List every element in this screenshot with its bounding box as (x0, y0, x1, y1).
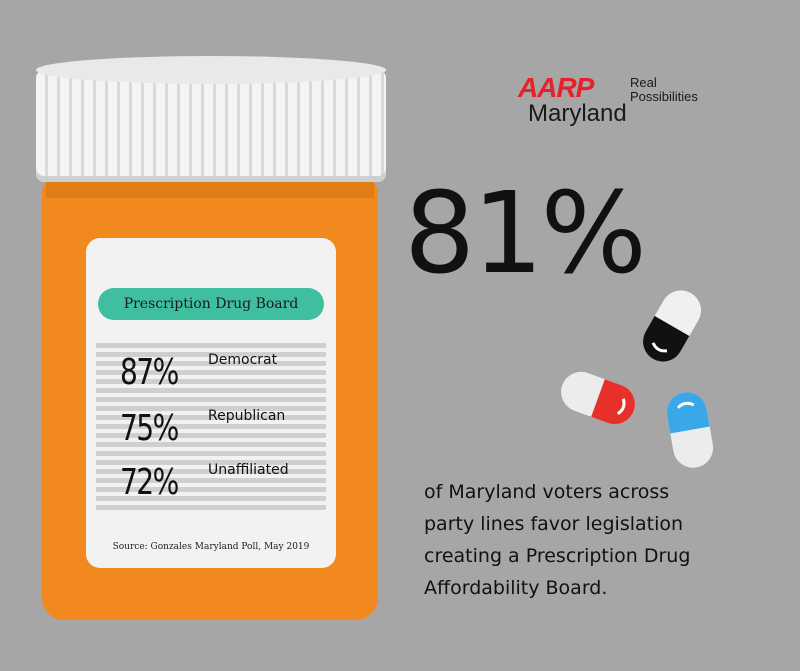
bottle-label: Prescription Drug Board 87% Democrat 75%… (86, 238, 336, 568)
logo-tagline-line2: Possibilities (630, 89, 698, 104)
label-lines (96, 343, 326, 513)
stat-party: Democrat (208, 352, 278, 368)
label-title: Prescription Drug Board (98, 288, 324, 320)
stat-percent: 87% (120, 352, 179, 393)
stat-row-democrat: 87% Democrat (120, 350, 330, 396)
stat-percent: 72% (120, 462, 179, 503)
capsule-red-icon (561, 371, 635, 425)
logo-tagline: Real Possibilities (630, 76, 750, 104)
logo-tagline-line1: Real (630, 75, 657, 90)
capsule-blue-icon (666, 392, 714, 468)
stat-percent: 75% (120, 408, 179, 449)
stat-row-unaffiliated: 72% Unaffiliated (120, 460, 330, 506)
headline-percent: 81% (404, 169, 647, 299)
aarp-logo: AARP Real Possibilities Maryland (518, 72, 738, 136)
capsules-illustration (561, 290, 714, 468)
description: of Maryland voters across party lines fa… (424, 476, 784, 604)
stat-party: Unaffiliated (208, 462, 289, 478)
bottle-cap (36, 70, 386, 182)
description-line2: party lines favor legislation (424, 513, 684, 535)
stat-row-republican: 75% Republican (120, 406, 330, 452)
logo-brand: AARP (518, 72, 594, 103)
stat-party: Republican (208, 408, 286, 424)
description-line4: Affordability Board. (424, 577, 608, 599)
source-note: Source: Gonzales Maryland Poll, May 2019 (112, 542, 310, 552)
description-line3: creating a Prescription Drug (424, 545, 691, 567)
logo-state: Maryland (528, 100, 627, 127)
bottle-cap-top (36, 56, 386, 84)
description-line1: of Maryland voters across (424, 481, 670, 503)
capsule-black-icon (643, 290, 701, 362)
